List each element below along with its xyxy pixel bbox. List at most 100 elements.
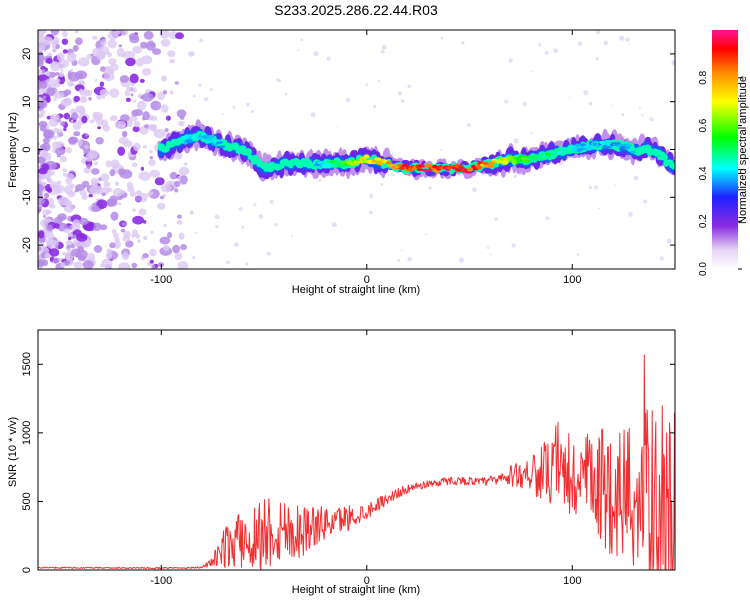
- spectrogram-x-ticks: -100 0 100: [150, 30, 581, 286]
- noise-blob: [75, 37, 83, 46]
- noise-blob: [169, 171, 178, 180]
- y-tick-label: 1000: [21, 421, 33, 445]
- colorbar-tick-label: 0.2: [698, 214, 709, 228]
- noise-blob: [106, 248, 113, 254]
- noise-blob: [70, 68, 74, 73]
- noise-dot: [266, 251, 271, 256]
- x-tick-label: -100: [150, 575, 172, 587]
- noise-blob: [139, 78, 145, 83]
- noise-blob: [53, 135, 57, 140]
- noise-blob: [141, 92, 154, 102]
- noise-dot: [588, 185, 592, 190]
- noise-blob: [132, 208, 136, 212]
- noise-dot: [400, 99, 405, 103]
- noise-dot: [568, 96, 571, 99]
- noise-blob: [132, 229, 138, 237]
- noise-blob: [67, 190, 75, 198]
- noise-blob: [133, 142, 141, 152]
- noise-blob: [124, 90, 131, 97]
- noise-blob: [137, 239, 141, 243]
- signal-blob: [660, 153, 668, 161]
- noise-dot: [649, 117, 654, 122]
- noise-dot: [194, 231, 197, 234]
- noise-blob: [129, 191, 137, 197]
- noise-blob: [44, 78, 57, 88]
- noise-dot: [494, 217, 499, 221]
- noise-blob: [62, 30, 68, 38]
- colorbar-tick-label: 0.0: [698, 262, 709, 276]
- noise-blob: [115, 30, 122, 34]
- noise-blob: [97, 46, 110, 56]
- noise-dot: [226, 260, 231, 265]
- noise-blob: [120, 30, 128, 36]
- noise-blob: [55, 147, 66, 156]
- noise-blob: [95, 137, 104, 145]
- noise-blob: [103, 181, 111, 188]
- noise-dot: [269, 199, 274, 204]
- colorbar-ticks: 0.0 0.2 0.4 0.6 0.8: [698, 70, 742, 276]
- signal-blob: [476, 165, 483, 170]
- noise-dot: [458, 257, 464, 263]
- noise-blob: [119, 75, 130, 83]
- noise-dot: [594, 185, 599, 190]
- noise-blob: [126, 181, 134, 189]
- noise-blob: [40, 109, 46, 115]
- noise-dot: [638, 106, 641, 109]
- noise-dot: [191, 255, 196, 260]
- noise-blob: [162, 90, 168, 95]
- noise-blob: [63, 127, 67, 132]
- noise-blob: [56, 52, 65, 62]
- snr-x-label: Height of straight line (km): [292, 584, 420, 596]
- noise-blob: [105, 160, 112, 168]
- noise-blob: [99, 89, 110, 97]
- noise-blob: [38, 183, 45, 193]
- signal-blob: [316, 161, 324, 165]
- noise-blob: [166, 231, 173, 239]
- noise-dot: [576, 253, 580, 256]
- noise-blob: [72, 44, 79, 52]
- noise-blob: [70, 119, 74, 124]
- y-tick-label: 10: [21, 96, 33, 108]
- noise-dot: [625, 37, 630, 42]
- snr-x-ticks: -100 0 100: [150, 330, 581, 587]
- noise-blob: [141, 68, 152, 76]
- noise-blob: [39, 80, 48, 89]
- noise-blob: [154, 177, 165, 186]
- noise-blob: [179, 115, 185, 120]
- noise-blob: [114, 120, 127, 130]
- noise-blob: [174, 252, 183, 261]
- noise-blob: [164, 128, 169, 133]
- noise-blob: [114, 181, 120, 186]
- noise-dot: [641, 114, 644, 117]
- noise-blob: [117, 202, 122, 206]
- noise-dot: [372, 105, 377, 109]
- noise-blob: [173, 151, 183, 160]
- noise-dot: [253, 203, 257, 207]
- noise-blob: [121, 222, 126, 226]
- noise-blob: [45, 57, 53, 64]
- noise-blob: [38, 167, 48, 175]
- noise-blob: [149, 156, 154, 160]
- noise-blob: [50, 30, 59, 36]
- noise-dot: [336, 125, 339, 128]
- signal-blob: [363, 154, 370, 159]
- noise-blob: [77, 139, 83, 147]
- noise-blob: [142, 145, 147, 149]
- noise-blob: [81, 133, 89, 140]
- noise-blob: [81, 180, 90, 188]
- noise-blob: [109, 115, 118, 122]
- noise-blob: [142, 253, 149, 259]
- noise-dot: [318, 179, 322, 182]
- noise-blob: [188, 51, 195, 57]
- y-tick-label: 20: [21, 48, 33, 60]
- noise-blob: [47, 233, 55, 240]
- noise-blob: [60, 98, 72, 107]
- noise-blob: [60, 262, 66, 268]
- signal-blob: [421, 168, 430, 172]
- noise-dot: [326, 56, 331, 61]
- noise-dot: [199, 38, 204, 43]
- noise-blob: [177, 260, 189, 269]
- noise-dot: [297, 49, 300, 52]
- spectrogram-x-label: Height of straight line (km): [292, 284, 420, 296]
- noise-blob: [146, 192, 152, 197]
